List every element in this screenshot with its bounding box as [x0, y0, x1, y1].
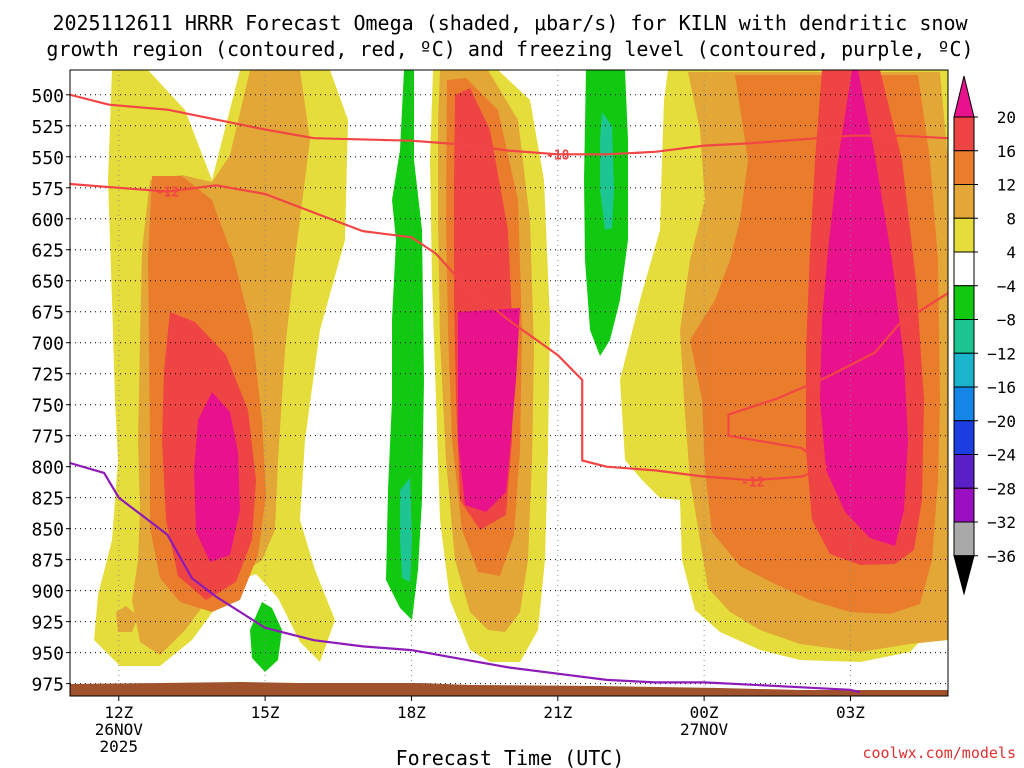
colorbar-block: [953, 319, 975, 354]
colorbar-label: −36: [987, 547, 1016, 566]
omega-plume-right: [620, 70, 948, 662]
colorbar-arrow-top: [953, 75, 975, 118]
x-tick-label: 15Z: [251, 703, 280, 722]
y-tick-label: 550: [31, 148, 64, 169]
y-tick-label: 500: [31, 86, 64, 107]
colorbar-label: −8: [997, 311, 1016, 330]
omega-plume-middle: [430, 70, 550, 662]
chart-title-line-2: growth region (contoured, red, ºC) and f…: [46, 37, 973, 61]
colorbar-block: [953, 150, 975, 185]
colorbar-block: [953, 285, 975, 320]
contour-line--12c-isotherm: [70, 182, 948, 482]
y-tick-label: 900: [31, 582, 64, 603]
colorbar-block: [953, 184, 975, 219]
colorbar-block: [953, 521, 975, 557]
contour-line-freezing-level: [70, 461, 861, 694]
x-tick-label: 21Z: [543, 703, 572, 722]
contour-label: -12: [156, 185, 179, 200]
plot-frame: [69, 69, 949, 697]
y-tick-label: 825: [31, 489, 64, 510]
contour-line--18c-isotherm: [70, 93, 948, 156]
colorbar-block: [953, 454, 975, 489]
y-axis-tick-labels: 500 525 550 575 600 625 650 675 700 725 750 775 800 8…: [31, 86, 70, 696]
colorbar-label: −12: [987, 344, 1016, 363]
colorbar-label: 20: [997, 108, 1016, 127]
colorbar-block: [953, 386, 975, 422]
y-tick-label: 975: [31, 675, 64, 696]
terrain-strip: [70, 682, 948, 696]
y-tick-label: 700: [31, 334, 64, 355]
y-tick-label: 725: [31, 365, 64, 386]
colorbar-block: [953, 217, 975, 253]
chart-title-line-1: 2025112611 HRRR Forecast Omega (shaded, …: [52, 11, 968, 35]
x-tick-label: 2025: [100, 737, 139, 756]
omega-plume-left: [94, 70, 348, 666]
y-tick-label: 925: [31, 613, 64, 634]
y-tick-label: 650: [31, 272, 64, 293]
colorbar-label: 8: [1006, 209, 1016, 228]
colorbar-block: [953, 116, 975, 152]
y-tick-label: 675: [31, 303, 64, 324]
colorbar-label: 12: [997, 176, 1016, 195]
colorbar-label: −4: [997, 277, 1016, 296]
colorbar-arrow-bottom: [953, 555, 975, 596]
colorbar-label: −24: [987, 446, 1016, 465]
colorbar-label: −20: [987, 412, 1016, 431]
y-tick-label: 850: [31, 520, 64, 541]
y-tick-label: 575: [31, 179, 64, 200]
y-tick-label: 800: [31, 458, 64, 479]
contour-label: -18: [546, 148, 570, 163]
colorbar-label: −32: [987, 513, 1016, 532]
x-tick-label: 27NOV: [680, 720, 729, 739]
omega-negative-bands: [250, 70, 628, 672]
watermark: coolwx.com/models: [862, 744, 1016, 762]
x-tick-label: 00Z: [690, 703, 719, 722]
colorbar-block: [953, 420, 975, 455]
colorbar-block: [953, 487, 975, 523]
x-axis-title: Forecast Time (UTC): [396, 746, 625, 768]
y-tick-label: 775: [31, 427, 64, 448]
plot-area: -18 -12 -12: [70, 70, 948, 696]
colorbar-block: [953, 251, 975, 287]
y-tick-label: 950: [31, 644, 64, 665]
y-tick-label: 525: [31, 117, 64, 138]
contour-label: -12: [741, 476, 764, 491]
colorbar-block: [953, 352, 975, 388]
x-tick-label: 26NOV: [95, 720, 144, 739]
colorbar-label: −28: [987, 479, 1016, 498]
y-tick-label: 750: [31, 396, 64, 417]
y-tick-label: 625: [31, 241, 64, 262]
x-tick-label: 12Z: [104, 703, 133, 722]
x-tick-label: 03Z: [836, 703, 865, 722]
contour-labels: -18 -12 -12: [156, 148, 765, 491]
y-tick-label: 875: [31, 551, 64, 572]
contour-lines: [70, 93, 948, 694]
x-tick-label: 18Z: [397, 703, 426, 722]
y-tick-label: 600: [31, 210, 64, 231]
colorbar: 20 16 12 8 4 −4 −8 −12 −16 −20 −24 −28 −32 −36: [953, 75, 1016, 596]
colorbar-label: 16: [997, 142, 1016, 161]
colorbar-label: −16: [987, 378, 1016, 397]
colorbar-label: 4: [1006, 243, 1016, 262]
